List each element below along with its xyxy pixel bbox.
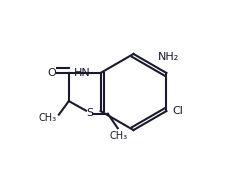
- Text: CH₃: CH₃: [110, 131, 128, 141]
- Text: S: S: [86, 108, 93, 118]
- Text: NH₂: NH₂: [158, 52, 179, 62]
- Text: Cl: Cl: [172, 106, 183, 116]
- Text: HN: HN: [74, 68, 91, 78]
- Text: CH₃: CH₃: [39, 113, 57, 123]
- Text: O: O: [47, 68, 56, 78]
